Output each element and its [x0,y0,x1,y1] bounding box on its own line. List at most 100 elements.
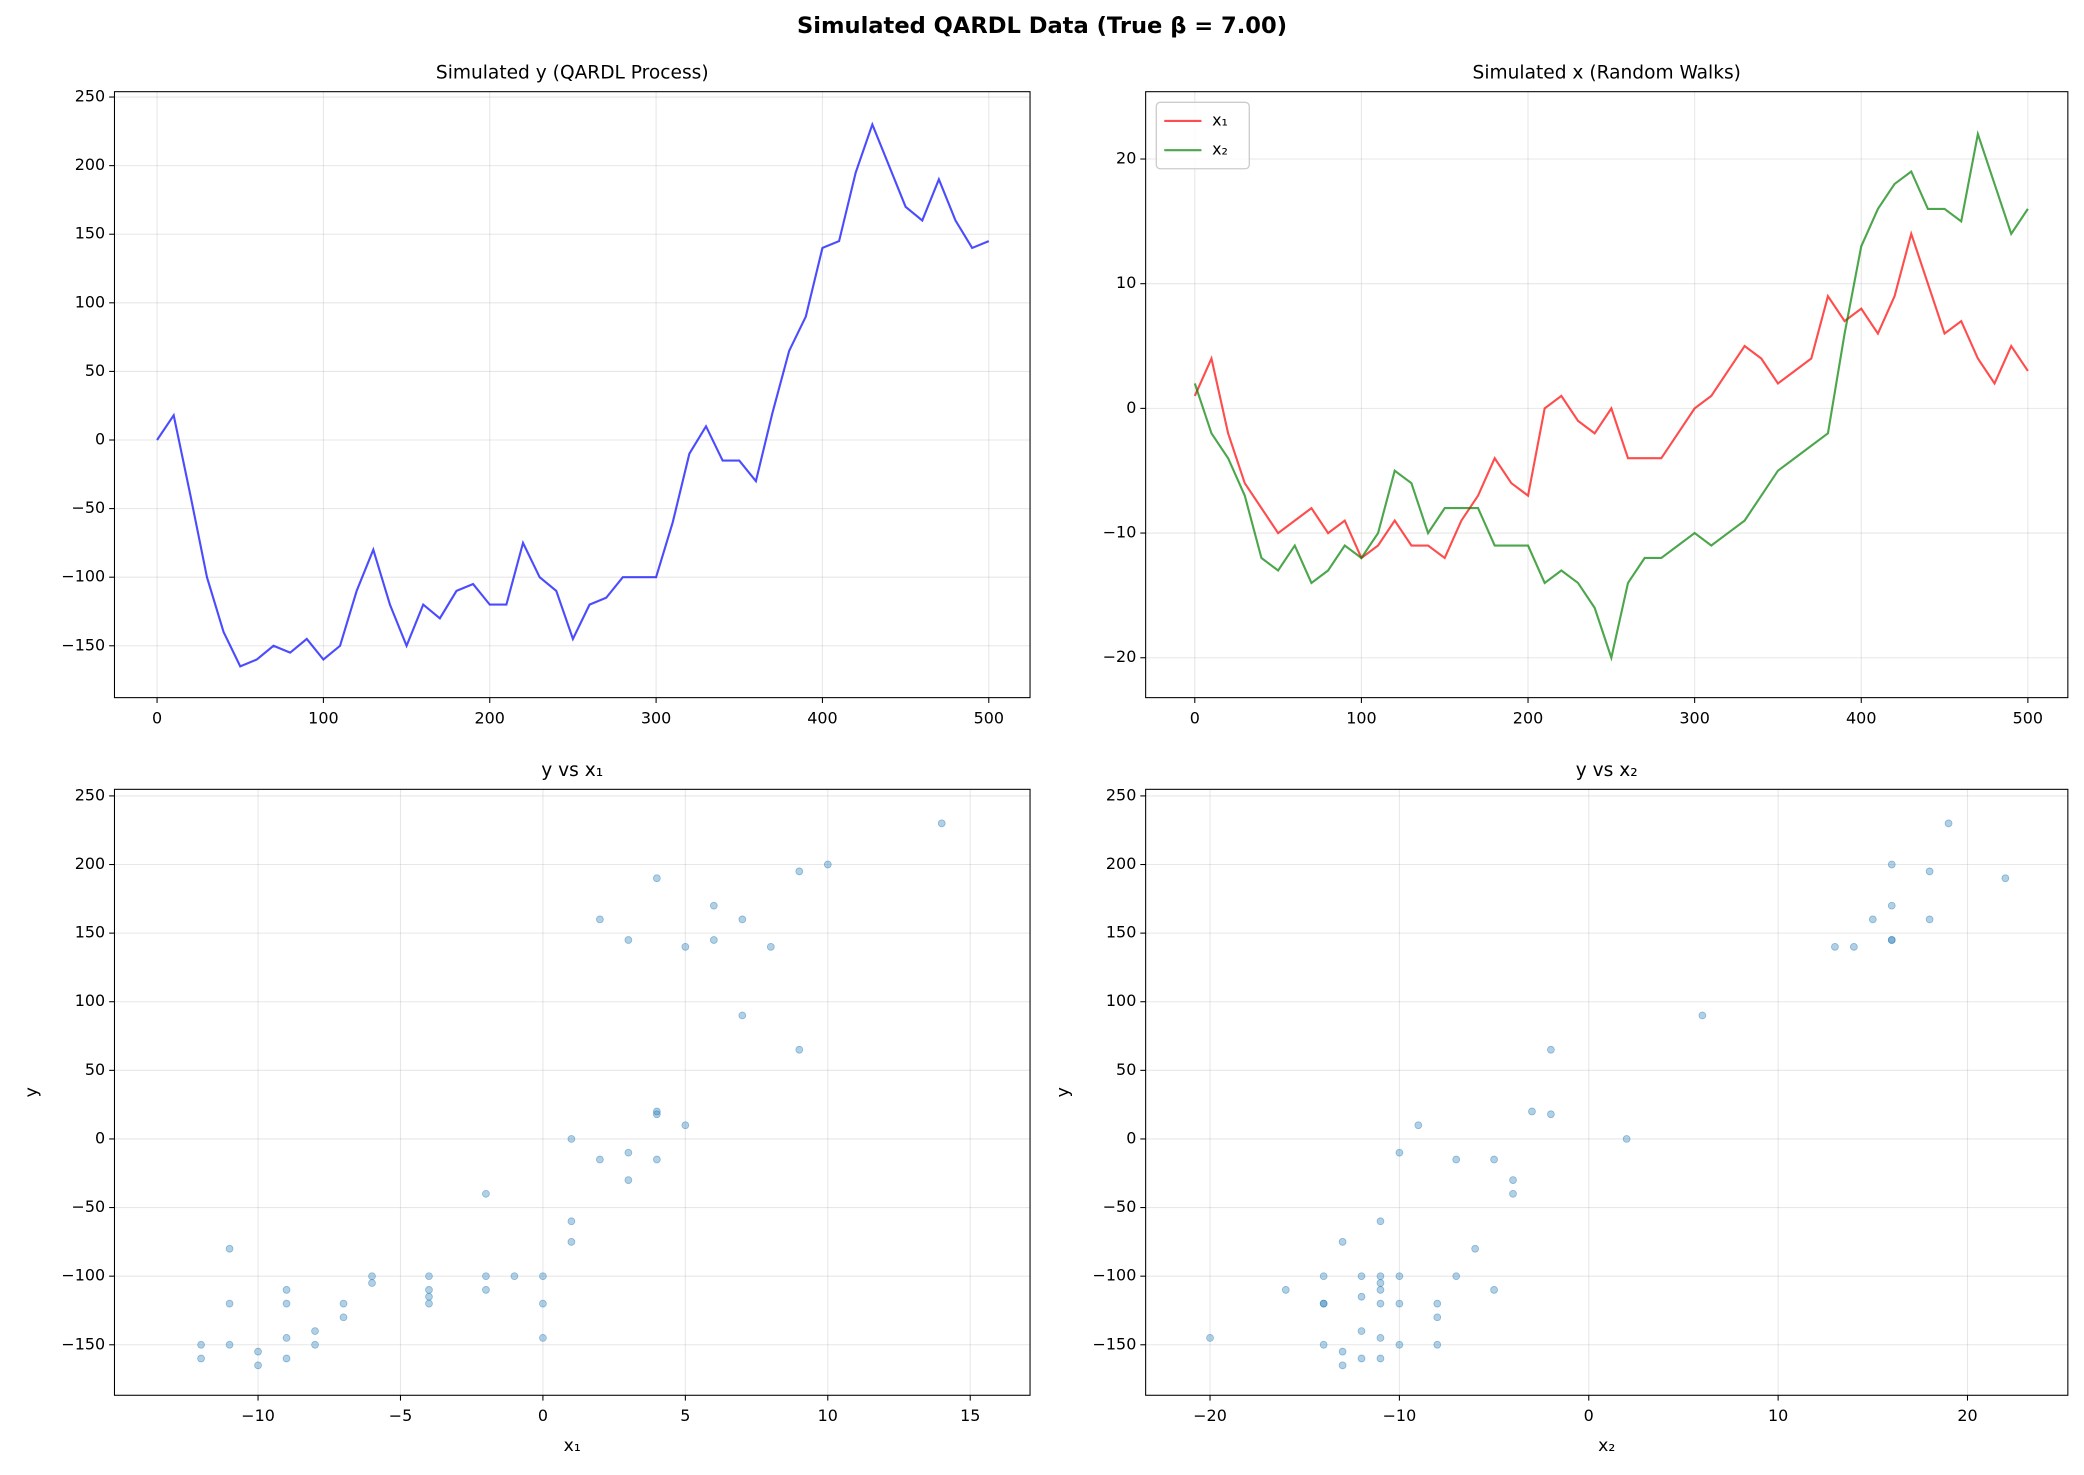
y-tick-label: 0 [95,430,105,449]
scatter-point [1376,1217,1385,1226]
scatter-point [1281,1286,1290,1294]
x-tick-label: 20 [1957,1406,1977,1425]
x-tick-label: −10 [1383,1406,1417,1425]
y-tick-label: −150 [61,635,105,654]
x-tick-label: 5 [680,1406,690,1425]
scatter-point [567,1217,576,1226]
scatter-point [709,901,718,910]
scatter-point [1433,1313,1442,1322]
scatter-point [1376,1286,1385,1294]
scatter-point [1376,1354,1385,1363]
x-tick-label: 300 [1679,708,1709,727]
y-tick-label: 100 [75,292,105,311]
scatter-point [254,1361,262,1370]
scatter-point [1395,1148,1404,1157]
scatter-point [823,860,832,869]
scatter-point [1452,1155,1461,1164]
y-tick-label: 250 [75,87,105,106]
y-tick-label: −150 [61,1334,105,1353]
x-tick-label: 100 [308,708,338,727]
subplot-title: Simulated y (QARDL Process) [436,63,709,84]
scatter-point [567,1238,576,1246]
scatter-point [681,1121,690,1130]
legend-label: x₂ [1212,140,1228,159]
scatter-point [624,1148,633,1157]
y-tick-label: 50 [85,361,105,380]
scatter-point [510,1272,519,1281]
x-tick-label: 200 [1513,708,1543,727]
scatter-point [1831,942,1839,951]
scatter-point [1868,915,1877,924]
scatter-point [2001,874,2010,883]
y-tick-label: 50 [1116,1060,1136,1079]
scatter-point [738,1011,747,1020]
x-tick-label: 400 [807,708,837,727]
scatter-point [339,1299,348,1308]
x-tick-label: −20 [1193,1406,1227,1425]
line-series [1193,129,2029,662]
subplot: Simulated x (Random Walks)0 100 200 300 400 5… [1103,63,2069,727]
scatter-point [653,1155,661,1164]
scatter-point [368,1279,376,1287]
scatter-point [1338,1238,1347,1246]
scatter-point [1357,1292,1366,1301]
axes-frame [1145,788,2069,1396]
y-tick-label: −100 [61,1266,105,1285]
scatter-point [1376,1299,1385,1308]
legend-label: x₁ [1212,110,1228,129]
subplot: y vs x₂−20 −10 0 10 20−150−100−5005010015020… [1053,760,2069,1456]
x-tick-label: −10 [241,1406,275,1425]
legend: x₁ x₂ [1155,101,1250,170]
y-tick-label: 0 [95,1128,105,1147]
scatter-point [539,1272,547,1281]
scatter-point [624,936,633,944]
scatter-point [738,915,747,924]
x-tick-label: 300 [641,708,671,727]
y-tick-label: −50 [1103,1197,1137,1216]
y-tick-label: 200 [75,155,105,174]
x-tick-label: 100 [1346,708,1376,727]
figure-title: Simulated QARDL Data (True β = 7.00) [797,13,1287,39]
scatter-point [795,1045,804,1054]
scatter-point [1319,1272,1328,1281]
scatter-point [425,1299,433,1308]
scatter-point [1357,1327,1366,1335]
scatter-point [282,1299,291,1308]
scatter-point [254,1347,262,1356]
x-tick-label: 10 [1768,1406,1788,1425]
x-tick-label: 10 [818,1406,838,1425]
scatter-point [339,1313,348,1322]
x-tick-label: 0 [538,1406,548,1425]
x-tick-label: −5 [389,1406,413,1425]
scatter-point [1338,1361,1347,1370]
scatter-point [709,936,718,944]
y-tick-label: 0 [1126,398,1136,417]
y-tick-label: 10 [1116,273,1136,292]
y-tick-label: 200 [1106,854,1136,873]
y-tick-label: −100 [1093,1266,1137,1285]
y-tick-label: 250 [1106,785,1136,804]
y-tick-label: −20 [1103,647,1137,666]
scatter-point [795,867,804,876]
y-tick-label: 250 [75,785,105,804]
subplot: y vs x₁−10 −5 0 5 10 15−150−100−5005010015020… [22,760,1031,1456]
scatter-point [1395,1299,1404,1308]
axes-frame [1145,91,2069,699]
scatter-point [1206,1334,1214,1342]
scatter-point [653,874,661,883]
scatter-point [282,1334,291,1342]
subplot-title: y vs x₁ [541,760,603,781]
scatter-point [1887,936,1896,944]
x-tick-label: 0 [152,708,162,727]
scatter-point [1925,915,1934,924]
y-tick-label: 150 [75,923,105,942]
line-series [156,121,990,668]
scatter-point [482,1286,490,1294]
scatter-point [1376,1279,1385,1287]
x-tick-label: 15 [960,1406,980,1425]
scatter-point [624,1176,633,1184]
scatter-point [282,1354,291,1363]
scatter-point [766,942,775,951]
